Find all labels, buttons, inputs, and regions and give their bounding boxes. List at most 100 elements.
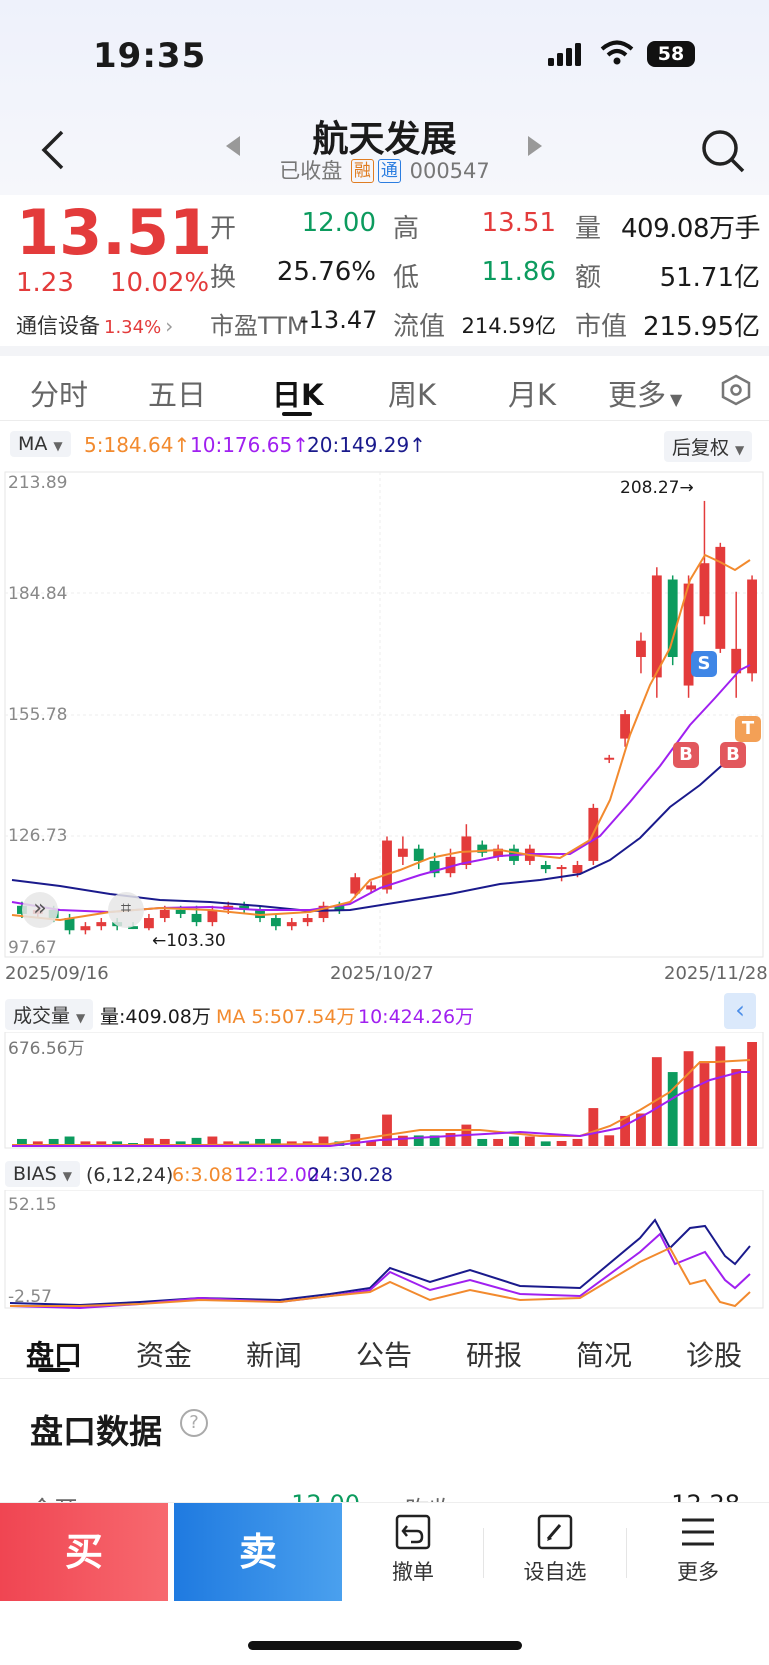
candle xyxy=(667,579,678,658)
volume-bar xyxy=(699,1063,710,1146)
prev-stock-icon[interactable] xyxy=(224,134,242,162)
divider xyxy=(0,346,769,356)
candle xyxy=(429,860,440,874)
buy-signal-badge[interactable]: B xyxy=(673,742,699,768)
bias-selector[interactable]: BIAS ▼ xyxy=(5,1161,80,1187)
ma5-legend: 5:184.64↑ xyxy=(84,433,191,457)
candle xyxy=(747,579,757,674)
volume-bar xyxy=(32,1141,43,1146)
tab-profile[interactable]: 简况 xyxy=(576,1339,633,1372)
tab-order-book[interactable]: 盘口 xyxy=(26,1339,83,1372)
sector-link[interactable]: 通信设备 1.34% › xyxy=(16,310,173,340)
status-time: 19:35 xyxy=(93,36,207,76)
next-stock-icon[interactable] xyxy=(526,134,544,162)
stat-amount: 51.71亿 xyxy=(659,263,760,293)
reset-view-icon[interactable]: ⌗ xyxy=(108,892,144,928)
stock-code: 000547 xyxy=(409,159,490,183)
tab-weekly-k[interactable]: 周K xyxy=(388,378,437,412)
volume-bar xyxy=(731,1069,742,1146)
bias-6: 6:3.08 xyxy=(172,1164,233,1186)
candle xyxy=(636,640,646,658)
t-signal-badge[interactable]: T xyxy=(735,716,761,742)
stock-subtitle: 已收盘 融通 000547 xyxy=(0,155,769,185)
candle xyxy=(350,877,361,894)
stat-label-open: 开 xyxy=(210,214,237,244)
bias-24: 24:30.28 xyxy=(308,1164,393,1186)
volume-bar xyxy=(588,1108,599,1146)
volume-bar xyxy=(413,1135,424,1146)
tab-more[interactable]: 更多 ▼ xyxy=(608,378,683,412)
candle xyxy=(96,922,107,927)
candle xyxy=(540,865,551,870)
tab-indicator xyxy=(38,1368,70,1372)
candle xyxy=(699,563,710,617)
volume-bar xyxy=(397,1135,408,1146)
high-marker: 208.27→ xyxy=(620,478,694,498)
search-icon[interactable] xyxy=(700,128,746,178)
volume-ma5-line xyxy=(12,1059,751,1146)
volume-bar xyxy=(651,1057,662,1146)
stat-label-pe: 市盈TTM xyxy=(210,312,308,340)
volume-bar xyxy=(667,1072,678,1146)
volume-bar xyxy=(429,1135,440,1146)
signal-icon xyxy=(548,42,586,70)
volume-bar xyxy=(382,1114,392,1146)
cancel-order-button[interactable]: 撤单 xyxy=(358,1512,468,1586)
bias-chart xyxy=(4,1190,764,1310)
adjust-selector[interactable]: 后复权 ▼ xyxy=(664,431,753,462)
candle xyxy=(286,922,297,927)
candle xyxy=(366,885,377,890)
connect-badge: 通 xyxy=(377,159,401,183)
ma5-line xyxy=(11,553,751,922)
bias-min-label: -2.57 xyxy=(8,1287,52,1307)
ma-selector[interactable]: MA ▼ xyxy=(10,431,71,457)
help-icon[interactable]: ? xyxy=(180,1409,208,1437)
sell-button[interactable]: 卖 xyxy=(174,1503,342,1601)
volume-selector[interactable]: 成交量 ▼ xyxy=(5,999,94,1030)
volume-bar xyxy=(175,1141,186,1146)
more-button[interactable]: 更多 xyxy=(643,1512,753,1586)
volume-bar xyxy=(540,1141,551,1146)
volume-bar xyxy=(112,1141,123,1146)
volume-ma10: 10:424.26万 xyxy=(358,1006,475,1028)
tab-research[interactable]: 研报 xyxy=(466,1339,523,1372)
candle xyxy=(17,905,27,914)
tab-intraday[interactable]: 分时 xyxy=(30,378,89,412)
tab-capital[interactable]: 资金 xyxy=(136,1339,193,1372)
buy-signal-badge[interactable]: B xyxy=(720,742,746,768)
divider xyxy=(0,1378,769,1379)
volume-bar xyxy=(509,1136,519,1146)
tab-five-day[interactable]: 五日 xyxy=(148,378,207,412)
stat-label-volume: 量 xyxy=(575,214,602,244)
candle xyxy=(302,918,313,923)
collapse-panel-icon[interactable]: ‹ xyxy=(724,993,756,1029)
volume-bar xyxy=(80,1141,91,1146)
sell-signal-badge[interactable]: S xyxy=(691,651,717,677)
volume-bar xyxy=(747,1042,757,1146)
kline-chart[interactable] xyxy=(0,470,769,960)
tab-daily-k[interactable]: 日K xyxy=(272,378,324,412)
candle xyxy=(159,909,170,919)
tab-announcements[interactable]: 公告 xyxy=(356,1339,413,1372)
ma10-line xyxy=(11,664,751,914)
undo-icon xyxy=(358,1512,468,1556)
settings-hex-icon[interactable] xyxy=(720,374,752,410)
volume-bar xyxy=(524,1136,535,1146)
candle xyxy=(397,848,408,857)
scroll-left-icon[interactable]: » xyxy=(22,892,58,928)
date-end: 2025/11/28 xyxy=(664,963,768,984)
volume-bar xyxy=(318,1136,329,1146)
tab-diagnosis[interactable]: 诊股 xyxy=(686,1339,743,1372)
add-watchlist-button[interactable]: 设自选 xyxy=(500,1512,610,1586)
wifi-icon xyxy=(600,40,634,70)
volume-bar xyxy=(366,1141,377,1146)
divider xyxy=(626,1528,627,1578)
tab-monthly-k[interactable]: 月K xyxy=(508,378,557,412)
tab-news[interactable]: 新闻 xyxy=(246,1339,303,1372)
market-status: 已收盘 xyxy=(279,159,343,183)
margin-badge: 融 xyxy=(350,159,374,183)
header-background xyxy=(0,0,769,195)
candle xyxy=(318,905,329,919)
buy-button[interactable]: 买 xyxy=(0,1503,168,1601)
back-icon[interactable] xyxy=(38,128,66,176)
